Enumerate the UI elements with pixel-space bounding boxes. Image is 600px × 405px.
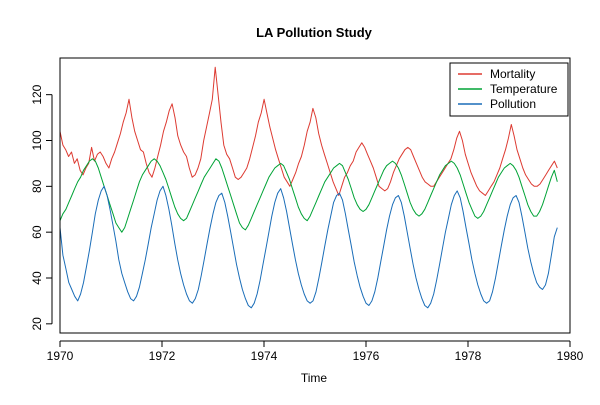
- plot-area: [59, 66, 558, 309]
- y-tick-label: 80: [30, 179, 44, 193]
- y-axis: 20 40 60 80 100 120: [30, 84, 53, 331]
- legend-label-temperature: Temperature: [490, 82, 558, 96]
- plot-frame: [59, 57, 571, 334]
- y-tick-label: 20: [30, 317, 44, 331]
- series-line-temperature: [59, 158, 558, 233]
- x-tick-label: 1978: [455, 349, 482, 363]
- x-tick-label: 1976: [353, 349, 380, 363]
- x-tick-label: 1974: [251, 349, 278, 363]
- x-tick-label: 1972: [149, 349, 176, 363]
- y-tick-label: 120: [30, 84, 44, 104]
- y-tick-label: 40: [30, 271, 44, 285]
- legend-label-pollution: Pollution: [490, 97, 536, 111]
- x-axis-label: Time: [301, 371, 328, 385]
- x-tick-label: 1970: [47, 349, 74, 363]
- x-axis: 1970 1972 1974 1976 1978 1980: [47, 340, 584, 363]
- y-tick-label: 60: [30, 225, 44, 239]
- x-tick-label: 1980: [557, 349, 584, 363]
- chart-title: LA Pollution Study: [256, 25, 373, 40]
- legend-label-mortality: Mortality: [490, 67, 535, 81]
- y-tick-label: 100: [30, 130, 44, 150]
- series-line-mortality: [59, 66, 558, 196]
- series-line-pollution: [59, 185, 558, 309]
